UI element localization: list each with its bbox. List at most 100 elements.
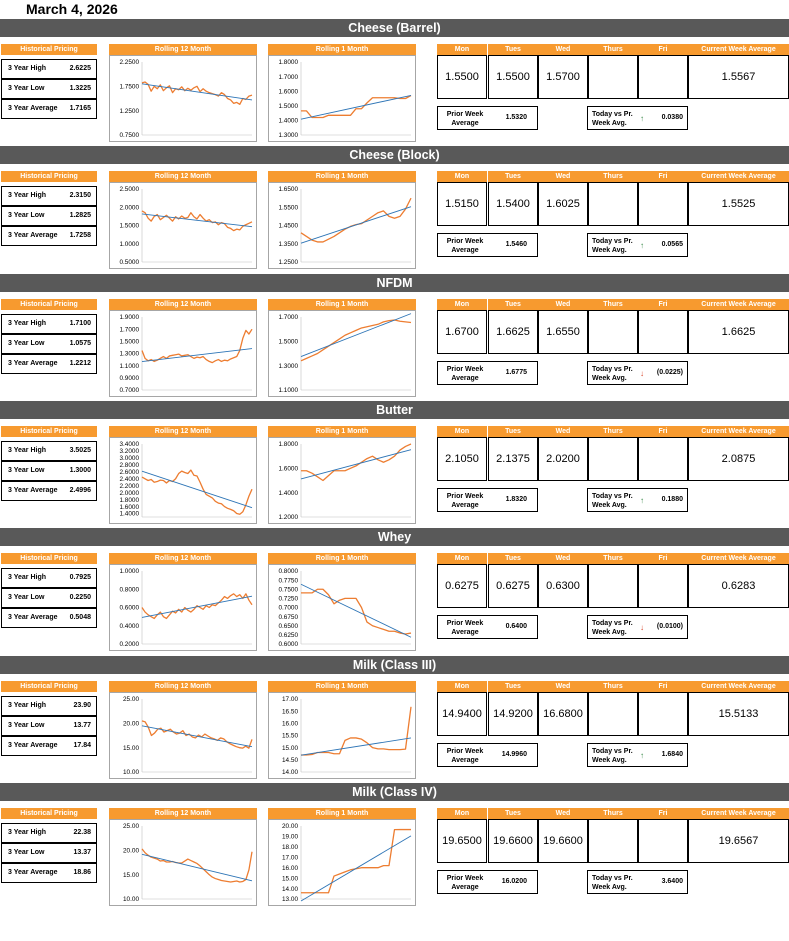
prior-week-label: Prior Week Average: [446, 238, 484, 255]
prior-week-value: 14.9960: [501, 750, 527, 758]
historical-row-average: 3 Year Average 17.84: [1, 735, 97, 756]
chart-title: Rolling 1 Month: [268, 680, 416, 692]
historical-row-high: 3 Year High 2.6225: [1, 59, 97, 79]
y-tick-label: 1.8000: [278, 59, 298, 66]
section-title: Whey: [0, 528, 789, 547]
prior-week-value: 1.8320: [505, 495, 527, 503]
historical-row-average: 3 Year Average 1.2212: [1, 353, 97, 374]
y-tick-label: 0.7250: [278, 596, 298, 603]
historical-row-high: 3 Year High 22.38: [1, 822, 97, 843]
historical-row-high: 3 Year High 2.3150: [1, 186, 97, 207]
y-tick-label: 18.00: [282, 844, 298, 851]
y-tick-label: 1.6000: [278, 88, 298, 95]
price-series-line: [141, 210, 253, 232]
prior-week-average-box: Prior Week Average 1.8320: [437, 487, 538, 512]
trend-line: [300, 449, 412, 480]
day-header-fri: Fri: [638, 425, 688, 437]
y-tick-label: 15.00: [282, 744, 298, 751]
week-values-row: 1.5500 1.5500 1.5700 1.5567: [437, 55, 789, 99]
day-value-wed: 1.6025: [538, 182, 588, 227]
week-header-row: Mon Tues Wed Thurs Fri Current Week Average: [437, 425, 789, 437]
y-tick-label: 1.4000: [278, 490, 298, 497]
historical-label: 3 Year Average: [8, 232, 58, 240]
arrow-down-icon: ↓: [640, 368, 644, 378]
historical-pricing-header: Historical Pricing: [1, 171, 97, 183]
week-header-row: Mon Tues Wed Thurs Fri Current Week Average: [437, 553, 789, 565]
day-value-tues: 2.1375: [488, 436, 538, 481]
day-header-tues: Tues: [488, 807, 538, 819]
historical-label: 3 Year Low: [8, 594, 45, 602]
historical-value: 0.7925: [69, 574, 91, 582]
day-value-mon: 1.6700: [437, 309, 487, 354]
historical-label: 3 Year High: [8, 446, 47, 454]
historical-label: 3 Year Low: [8, 85, 45, 92]
y-tick-label: 0.5000: [119, 259, 139, 266]
current-week-average-header: Current Week Average: [688, 680, 789, 692]
line-chart-rolling1: 1.7000 1.5000 1.3000 1.1000: [268, 309, 416, 397]
day-value-thurs: [588, 309, 638, 354]
day-value-mon: 0.6275: [437, 564, 487, 609]
historical-label: 3 Year Low: [8, 339, 45, 347]
historical-label: 3 Year High: [8, 828, 47, 836]
day-header-wed: Wed: [538, 807, 588, 819]
chart-title: Rolling 12 Month: [109, 680, 257, 692]
today-vs-prior-value: 0.1880: [661, 495, 683, 503]
y-tick-label: 1.9000: [119, 314, 139, 321]
historical-value: 13.37: [73, 848, 91, 856]
y-tick-label: 1.4000: [119, 511, 139, 518]
y-tick-label: 20.00: [123, 720, 139, 727]
today-vs-prior-value: 3.6400: [661, 877, 683, 885]
y-tick-label: 1.2500: [278, 259, 298, 266]
today-vs-prior-box: Today vs Pr. Week Avg. ↑ 1.6840: [587, 742, 688, 767]
trend-line: [300, 835, 412, 902]
day-header-fri: Fri: [638, 171, 688, 183]
historical-label: 3 Year Low: [8, 212, 45, 220]
line-chart-rolling1: 1.6500 1.5500 1.4500 1.3500 1.2500: [268, 182, 416, 270]
section-cheese-block: Cheese (Block) Historical Pricing 3 Year H…: [0, 146, 789, 274]
today-vs-prior-label: Today vs Pr. Week Avg.: [592, 365, 633, 382]
y-tick-label: 0.6000: [119, 605, 139, 612]
historical-row-high: 3 Year High 1.7100: [1, 313, 97, 334]
today-vs-prior-value: 0.0380: [661, 114, 683, 121]
y-tick-label: 0.7000: [119, 387, 139, 394]
arrow-up-icon: ↑: [640, 241, 644, 251]
y-tick-label: 1.2500: [119, 108, 139, 115]
today-vs-prior-label: Today vs Pr. Week Avg.: [592, 111, 633, 127]
current-week-average-value: 1.6625: [688, 309, 789, 354]
y-tick-label: 10.00: [123, 896, 139, 903]
historical-label: 3 Year Average: [8, 741, 58, 749]
current-week-average-value: 1.5567: [688, 55, 789, 99]
price-series-line: [301, 706, 412, 756]
week-values-row: 14.9400 14.9200 16.6800 15.5133: [437, 691, 789, 736]
historical-row-average: 3 Year Average 18.86: [1, 862, 97, 883]
today-vs-prior-value: 0.0565: [661, 241, 683, 249]
day-value-mon: 2.1050: [437, 436, 487, 481]
week-values-row: 2.1050 2.1375 2.0200 2.0875: [437, 436, 789, 481]
line-chart-rolling1: 20.00 19.00 18.00 17.00 16.00 15.00 14.00 13.00: [268, 818, 416, 906]
today-vs-prior-value: (0.0225): [656, 368, 683, 376]
day-header-tues: Tues: [488, 553, 538, 565]
current-week-average-value: 2.0875: [688, 436, 789, 481]
day-value-thurs: [588, 436, 638, 481]
historical-label: 3 Year Average: [8, 486, 58, 494]
chart-title: Rolling 1 Month: [268, 44, 416, 55]
historical-row-low: 3 Year Low 1.3000: [1, 460, 97, 481]
y-tick-label: 14.00: [282, 886, 298, 893]
current-week-average-value: 0.6283: [688, 564, 789, 609]
y-tick-label: 10.00: [123, 769, 139, 776]
day-value-wed: 0.6300: [538, 564, 588, 609]
day-value-mon: 1.5150: [437, 182, 487, 227]
day-header-mon: Mon: [437, 44, 487, 55]
week-values-row: 1.5150 1.5400 1.6025 1.5525: [437, 182, 789, 227]
price-series-line: [301, 95, 412, 119]
historical-value: 0.5048: [69, 614, 91, 622]
y-tick-label: 15.00: [282, 875, 298, 882]
historical-value: 1.0575: [69, 339, 91, 347]
day-value-fri: [638, 691, 688, 736]
historical-row-high: 3 Year High 3.5025: [1, 440, 97, 461]
historical-value: 0.2250: [69, 594, 91, 602]
chart-rolling1: Rolling 1 Month 1.7000 1.5000 1.3000 1.1000: [268, 298, 416, 397]
line-chart-rolling12: 2.2500 1.7500 1.2500 0.7500: [109, 55, 257, 142]
trend-line: [300, 94, 412, 120]
trend-line: [300, 737, 412, 756]
